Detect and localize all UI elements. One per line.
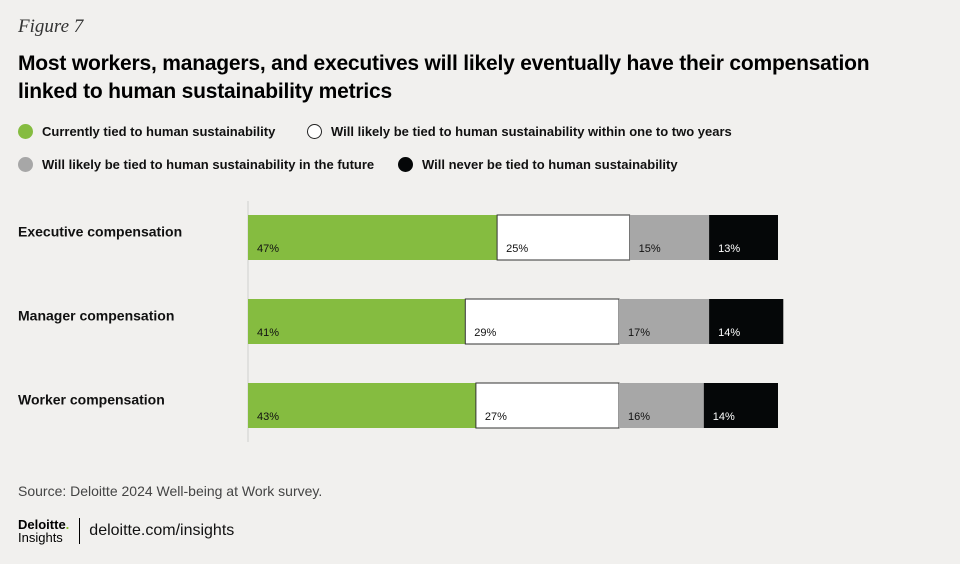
legend-item-future: Will likely be tied to human sustainabil…	[18, 157, 374, 172]
data-label-worker-compensation-currently-tied-to-human-sustainability: 43%	[257, 411, 279, 423]
legend-swatch-current	[18, 124, 33, 139]
chart-title: Most workers, managers, and executives w…	[18, 52, 870, 103]
legend-item-current: Currently tied to human sustainability	[18, 124, 275, 139]
bar-worker-compensation-currently-tied-to-human-sustainability	[248, 383, 476, 428]
legend-item-never: Will never be tied to human sustainabili…	[398, 157, 678, 172]
category-label-worker-compensation: Worker compensation	[18, 392, 165, 408]
legend-swatch-never	[398, 157, 413, 172]
data-label-executive-compensation-currently-tied-to-human-sustainability: 47%	[257, 243, 279, 255]
bar-manager-compensation-currently-tied-to-human-sustainability	[248, 299, 466, 344]
data-label-manager-compensation-will-never-be-tied-to-human-sustainability: 14%	[718, 327, 740, 339]
data-label-manager-compensation-will-likely-be-tied-to-human-sustainability-within-one-to-two-years: 29%	[474, 327, 496, 339]
figure-label: Figure 7	[18, 16, 84, 37]
legend-swatch-future	[18, 157, 33, 172]
data-label-executive-compensation-will-never-be-tied-to-human-sustainability: 13%	[718, 243, 740, 255]
bar-executive-compensation-currently-tied-to-human-sustainability	[248, 215, 498, 260]
data-label-manager-compensation-currently-tied-to-human-sustainability: 41%	[257, 327, 279, 339]
bar-manager-compensation-will-likely-be-tied-to-human-sustainability-in-the-future	[619, 299, 710, 344]
legend-swatch-one-to-two-years	[307, 124, 322, 139]
logo-brand-top: Deloitte	[18, 517, 66, 532]
footer-url[interactable]: deloitte.com/insights	[89, 522, 235, 539]
legend-label-one-to-two-years: Will likely be tied to human sustainabil…	[331, 124, 732, 139]
bar-executive-compensation-will-never-be-tied-to-human-sustainability	[709, 215, 778, 260]
legend-label-current: Currently tied to human sustainability	[42, 124, 276, 139]
data-label-executive-compensation-will-likely-be-tied-to-human-sustainability-in-the-future: 15%	[639, 243, 661, 255]
category-label-manager-compensation: Manager compensation	[18, 308, 174, 324]
logo-divider	[79, 518, 81, 544]
data-label-manager-compensation-will-likely-be-tied-to-human-sustainability-in-the-future: 17%	[628, 327, 650, 339]
footer-logo: Deloitte. Insights deloitte.com/insights	[18, 518, 234, 544]
bar-manager-compensation-will-likely-be-tied-to-human-sustainability-within-one-to-two-years	[464, 298, 620, 345]
category-label-executive-compensation: Executive compensation	[18, 224, 182, 240]
source-note: Source: Deloitte 2024 Well-being at Work…	[18, 483, 323, 499]
legend-label-never: Will never be tied to human sustainabili…	[422, 157, 678, 172]
deloitte-insights-logo: Deloitte. Insights	[18, 518, 69, 544]
bar-manager-compensation-will-never-be-tied-to-human-sustainability	[709, 299, 784, 344]
data-label-worker-compensation-will-likely-be-tied-to-human-sustainability-within-one-to-two-years: 27%	[485, 411, 507, 423]
logo-brand-dot: .	[65, 517, 70, 532]
bar-worker-compensation-will-never-be-tied-to-human-sustainability	[703, 383, 778, 428]
data-label-worker-compensation-will-never-be-tied-to-human-sustainability: 14%	[713, 411, 735, 423]
bar-executive-compensation-will-likely-be-tied-to-human-sustainability-in-the-future	[629, 215, 710, 260]
data-label-executive-compensation-will-likely-be-tied-to-human-sustainability-within-one-to-two-years: 25%	[506, 243, 528, 255]
data-label-worker-compensation-will-likely-be-tied-to-human-sustainability-in-the-future: 16%	[628, 411, 650, 423]
bar-worker-compensation-will-likely-be-tied-to-human-sustainability-in-the-future	[619, 383, 704, 428]
logo-brand-bottom: Insights	[18, 530, 63, 545]
legend-item-one-to-two-years: Will likely be tied to human sustainabil…	[307, 124, 732, 139]
legend-label-future: Will likely be tied to human sustainabil…	[42, 157, 375, 172]
bar-executive-compensation-will-likely-be-tied-to-human-sustainability-within-one-to-two-years	[496, 214, 631, 261]
